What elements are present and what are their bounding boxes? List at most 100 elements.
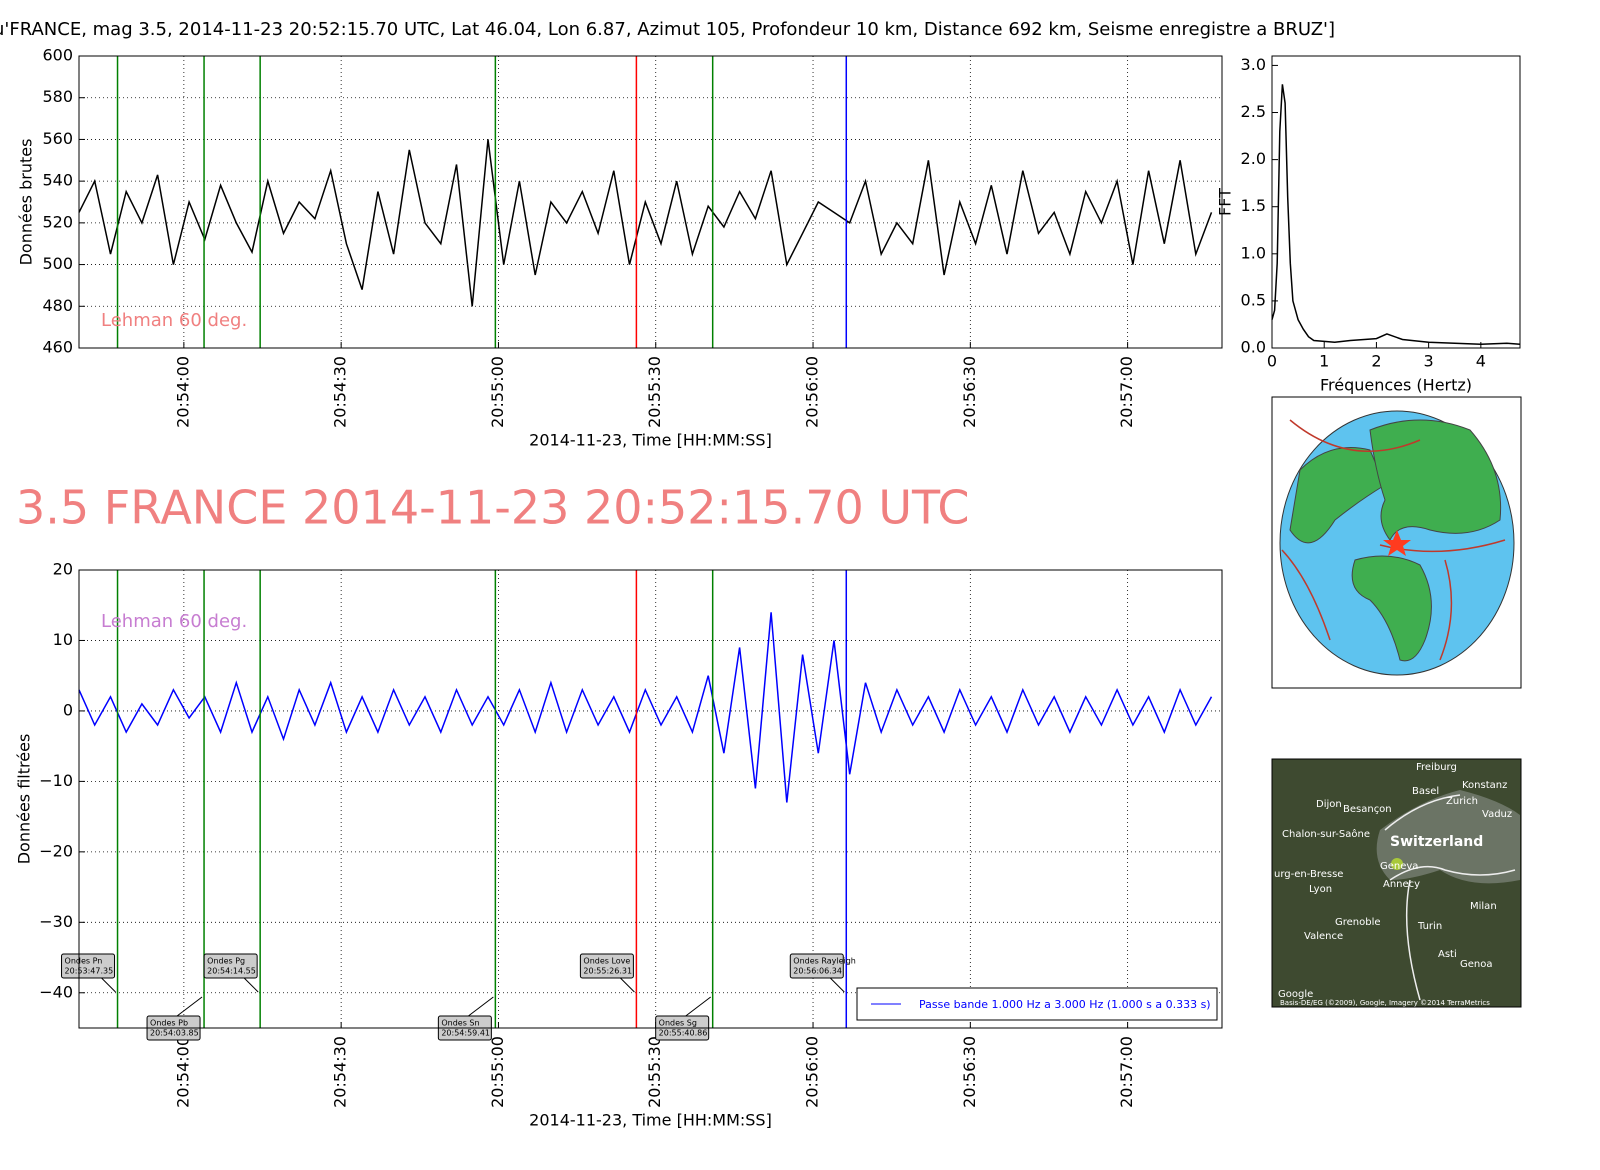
annotation-arrow xyxy=(685,996,711,1017)
borders xyxy=(1384,794,1516,1001)
annotation-label: Ondes Pg xyxy=(207,957,245,966)
annotation-time: 20:56:06.34 xyxy=(793,967,842,976)
y-tick-label: 480 xyxy=(42,296,73,315)
x-axis-label: 2014-11-23, Time [HH:MM:SS] xyxy=(529,1111,772,1130)
annotation-box xyxy=(61,953,116,979)
series-line xyxy=(78,612,1213,803)
y-tick-label: −20 xyxy=(39,841,73,860)
x-tick-label: 20:54:00 xyxy=(173,356,192,428)
alps xyxy=(1376,790,1520,884)
y-tick-label: 540 xyxy=(42,171,73,190)
legend-label: Passe bande 1.000 Hz a 3.000 Hz (1.000 s… xyxy=(919,998,1211,1011)
x-tick-label: 20:55:00 xyxy=(488,1036,507,1108)
map-label: urg-en-Bresse xyxy=(1274,869,1343,880)
x-tick-label: 20:56:00 xyxy=(803,356,822,428)
land xyxy=(1351,555,1432,662)
map-label: Freiburg xyxy=(1416,762,1457,773)
y-tick-label: 1.0 xyxy=(1241,243,1266,262)
plot-frame xyxy=(1271,55,1521,349)
x-tick-label: 20:54:30 xyxy=(331,356,350,428)
y-axis-label: FFT xyxy=(1216,188,1235,216)
annotation-arrow xyxy=(176,996,203,1017)
y-tick-label: 0.5 xyxy=(1241,290,1266,309)
series-line xyxy=(1271,84,1521,345)
annotation-time: 20:55:26.31 xyxy=(583,967,632,976)
y-tick-label: 0 xyxy=(63,700,73,719)
y-tick-label: −10 xyxy=(39,771,73,790)
legend: Passe bande 1.000 Hz a 3.000 Hz (1.000 s… xyxy=(856,987,1218,1021)
epicenter-star xyxy=(1383,530,1411,556)
map-label: Google xyxy=(1278,989,1313,1000)
y-tick-label: 3.0 xyxy=(1241,55,1266,74)
x-axis-label: Fréquences (Hertz) xyxy=(1320,376,1472,395)
map-label: Basis-DE/EG (©2009), Google, Imagery ©20… xyxy=(1280,999,1490,1007)
x-tick-label: 20:56:30 xyxy=(960,356,979,428)
pin xyxy=(1391,858,1403,870)
annotation-time: 20:54:03.85 xyxy=(150,1029,199,1038)
x-tick-label: 20:57:00 xyxy=(1117,356,1136,428)
legend-box xyxy=(856,987,1218,1021)
annotation: Lehman 60 deg. xyxy=(101,310,247,331)
x-tick-label: 3 xyxy=(1424,352,1434,371)
map-label: Konstanz xyxy=(1462,780,1507,791)
x-axis-label: 2014-11-23, Time [HH:MM:SS] xyxy=(529,431,772,450)
map-label: Asti xyxy=(1438,949,1457,960)
chart: −40 −30 −20 −10 0 10 20 20:54:00 20:54:30 20:55:0… xyxy=(15,560,1223,1130)
annotation-box xyxy=(789,953,844,979)
y-tick-label: −30 xyxy=(39,912,73,931)
plot-frame xyxy=(78,55,1223,349)
annotation-box xyxy=(579,953,634,979)
plate-boundary xyxy=(1281,419,1506,661)
globe-image xyxy=(1271,396,1522,689)
y-tick-label: 1.5 xyxy=(1241,196,1266,215)
y-tick-label: 520 xyxy=(42,212,73,231)
y-tick-label: 0.0 xyxy=(1241,338,1266,357)
x-tick-label: 20:55:30 xyxy=(645,356,664,428)
map-label: Milan xyxy=(1470,901,1497,912)
y-tick-label: −40 xyxy=(39,982,73,1001)
annotation-arrow xyxy=(468,996,494,1017)
annotation-time: 20:54:14.55 xyxy=(207,967,256,976)
map-label: Annecy xyxy=(1383,879,1420,890)
x-tick-label: 0 xyxy=(1267,352,1277,371)
map-label: Basel xyxy=(1412,786,1439,797)
map-label: Dijon xyxy=(1316,799,1342,810)
y-tick-label: 560 xyxy=(42,129,73,148)
x-tick-label: 20:57:00 xyxy=(1117,1036,1136,1108)
map-label: Zurich xyxy=(1446,796,1478,807)
series-line xyxy=(78,139,1213,307)
annotation-label: Ondes Sn xyxy=(441,1019,479,1028)
map-label: Chalon-sur-Saône xyxy=(1282,828,1370,840)
annotation-label: Ondes Love xyxy=(583,957,630,966)
annotation-arrow xyxy=(829,977,845,993)
map-label: Lyon xyxy=(1309,884,1332,895)
land xyxy=(1369,419,1502,541)
y-tick-label: 580 xyxy=(42,87,73,106)
x-tick-label: 20:54:30 xyxy=(331,1036,350,1108)
annotation-time: 20:54:59.41 xyxy=(441,1029,490,1038)
annotation-arrow xyxy=(243,977,259,993)
y-tick-label: 2.0 xyxy=(1241,149,1266,168)
map-label: Grenoble xyxy=(1335,917,1381,928)
headline: 3.5 FRANCE 2014-11-23 20:52:15.70 UTC xyxy=(16,481,970,535)
annotation-label: Ondes Pb xyxy=(150,1019,188,1028)
y-axis-label: Données brutes xyxy=(17,139,36,266)
map-label: Genoa xyxy=(1460,959,1493,970)
y-tick-label: 500 xyxy=(42,254,73,273)
map-image xyxy=(1271,758,1522,1008)
annotation-label: Ondes Pn xyxy=(65,957,103,966)
x-tick-label: 2 xyxy=(1371,352,1381,371)
annotation-arrow xyxy=(620,977,635,993)
map-label: Turin xyxy=(1417,921,1442,932)
chart: [u'FRANCE, mag 3.5, 2014-11-23 20:52:15.… xyxy=(0,19,1335,450)
y-tick-label: 2.5 xyxy=(1241,102,1266,121)
chart-title: [u'FRANCE, mag 3.5, 2014-11-23 20:52:15.… xyxy=(0,19,1335,40)
y-axis-label: Données filtrées xyxy=(15,734,34,865)
x-tick-label: 20:56:00 xyxy=(803,1036,822,1108)
y-tick-label: 460 xyxy=(42,338,73,357)
annotation-time: 20:55:40.86 xyxy=(659,1029,708,1038)
y-tick-label: 10 xyxy=(53,630,73,649)
map-label: Valence xyxy=(1304,931,1343,942)
